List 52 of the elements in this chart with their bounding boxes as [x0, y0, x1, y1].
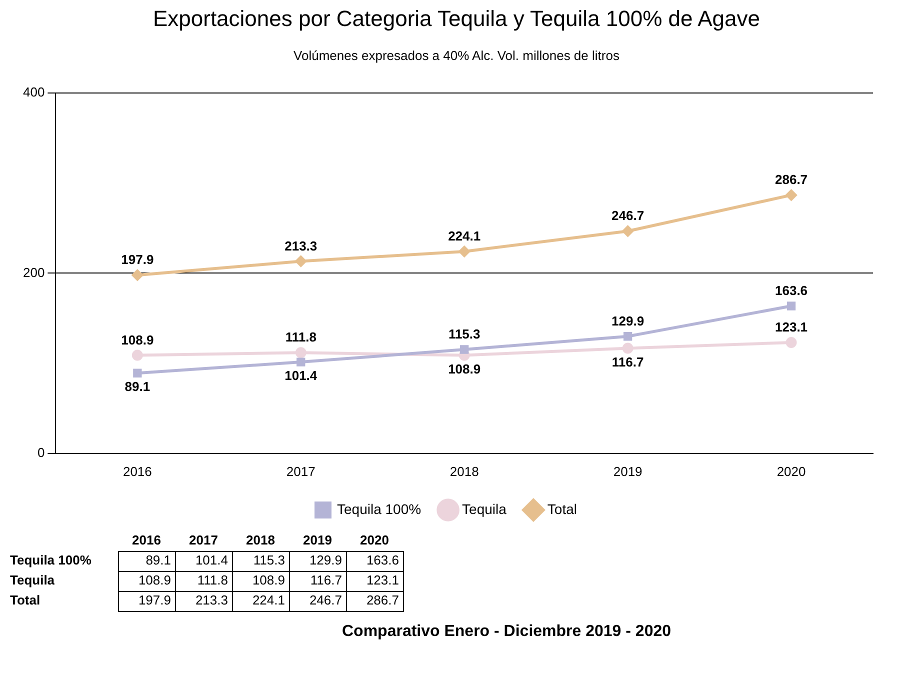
y-tick-label: 400 — [22, 84, 45, 100]
x-tick-label: 2019 — [613, 464, 642, 479]
text: 89.1 — [146, 552, 171, 568]
data-label: 163.6 — [774, 283, 808, 298]
text: 115.3 — [253, 552, 285, 568]
text: 123.1 — [366, 572, 399, 588]
y-tick-label: 200 — [22, 264, 45, 280]
data-label: 129.9 — [612, 313, 644, 328]
text: 163.6 — [366, 552, 399, 568]
text: 224.1 — [252, 592, 285, 608]
category-label: 2019 — [303, 532, 332, 548]
text: 246.7 — [309, 592, 342, 608]
y-tick-label: 0 — [37, 444, 45, 460]
data-label: 286.7 — [774, 172, 808, 188]
text: Comparativo Enero - Diciembre 2019 - 2020 — [340, 623, 672, 641]
text: 108.9 — [138, 572, 171, 588]
x-tick-label: 2018 — [450, 464, 479, 479]
text: 129.9 — [309, 552, 342, 568]
text: 111.8 — [197, 572, 228, 588]
legend-label: Total — [547, 500, 578, 517]
data-label: 101.4 — [284, 368, 318, 384]
text: Tequila 100% — [10, 552, 92, 568]
data-label: 116.7 — [612, 354, 644, 370]
legend-label: Tequila — [462, 500, 507, 517]
data-label: 123.1 — [774, 320, 808, 335]
text: Tequila — [10, 572, 55, 588]
data-label: 246.7 — [612, 208, 644, 224]
category-label: 2020 — [360, 532, 389, 548]
data-label: 89.1 — [124, 379, 150, 394]
text: 116.7 — [310, 572, 342, 588]
x-tick-label: 2017 — [286, 464, 316, 479]
chart-subtitle: Volúmenes expresados a 40% Alc. Vol. millones de litros — [292, 48, 620, 63]
text: 286.7 — [366, 592, 399, 608]
data-label: 115.3 — [448, 326, 480, 342]
data-label: 197.9 — [121, 252, 154, 268]
legend-label: Tequila 100% — [337, 500, 422, 517]
category-label: 2018 — [246, 532, 275, 548]
data-label: 108.9 — [448, 361, 481, 376]
data-label: 108.9 — [121, 332, 154, 348]
x-tick-label: 2020 — [776, 464, 806, 479]
chart-title: Exportaciones por Categoria Tequila y Tequila 100% de Agave — [152, 6, 762, 32]
data-label: 224.1 — [448, 228, 481, 244]
category-label: 2017 — [189, 532, 218, 548]
text: Total — [10, 592, 40, 608]
text: 108.9 — [252, 572, 285, 588]
category-label: 2016 — [132, 532, 161, 548]
text: 197.9 — [138, 592, 171, 608]
data-label: 213.3 — [284, 238, 318, 254]
data-label: 111.8 — [285, 330, 316, 345]
text: 213.3 — [195, 592, 228, 608]
text: 101.4 — [195, 552, 228, 568]
x-tick-label: 2016 — [122, 464, 152, 479]
